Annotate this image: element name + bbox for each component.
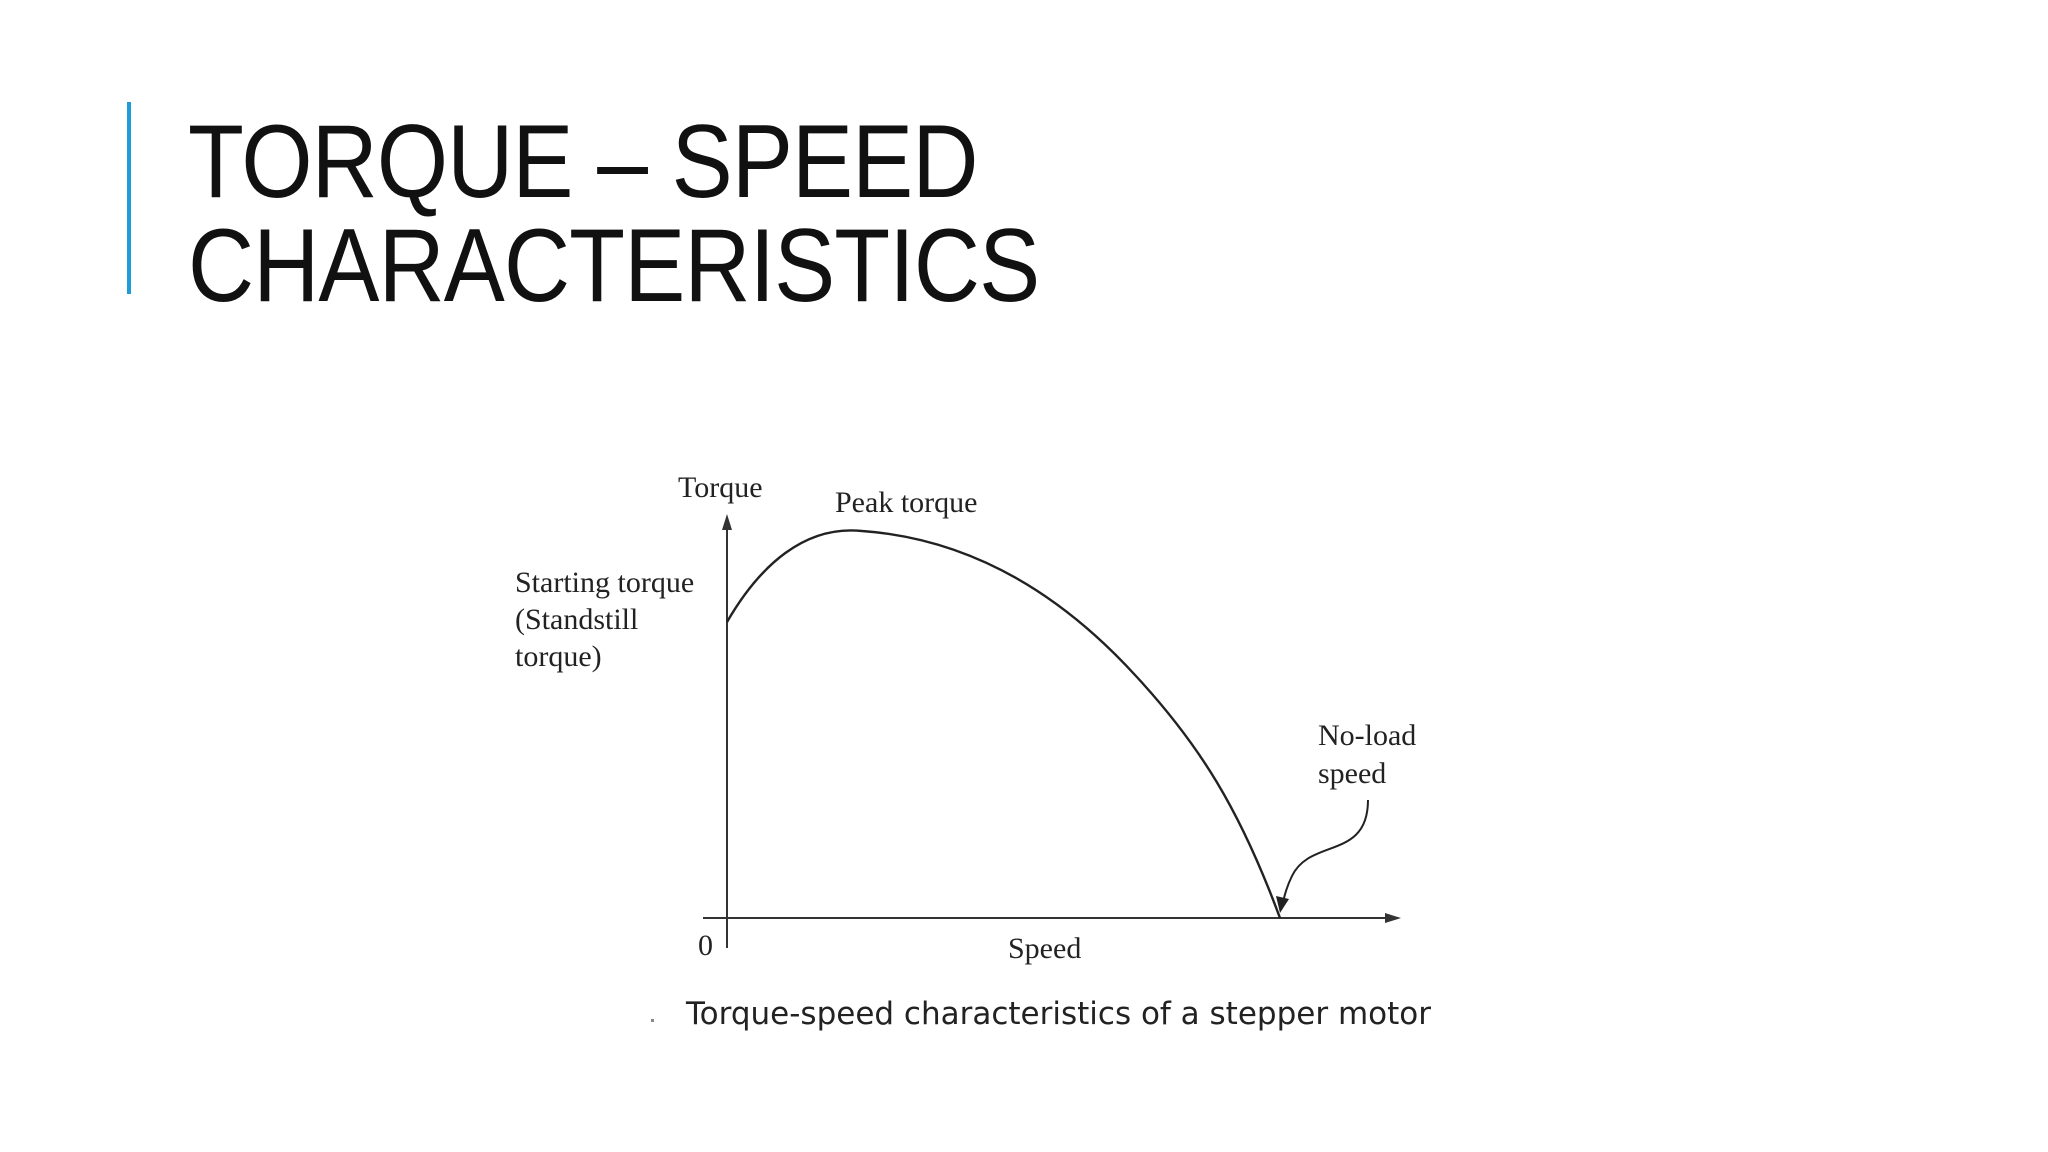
slide-title-line-1: TORQUE – SPEED bbox=[188, 104, 978, 220]
no-load-speed-label-line-2: speed bbox=[1318, 757, 1386, 790]
peak-torque-label: Peak torque bbox=[835, 486, 977, 519]
slide-title: TORQUE – SPEED CHARACTERISTICS bbox=[188, 104, 1040, 324]
starting-torque-label-line-2: (Standstill bbox=[515, 603, 638, 636]
y-axis-label: Torque bbox=[678, 471, 763, 504]
starting-torque-label-line-1: Starting torque bbox=[515, 566, 694, 599]
no-load-speed-label-line-1: No-load bbox=[1318, 719, 1416, 752]
x-axis-arrowhead bbox=[1385, 913, 1401, 923]
no-load-pointer-arrowhead bbox=[1276, 896, 1289, 913]
torque-speed-curve bbox=[725, 529, 1282, 919]
slide-title-line-2: CHARACTERISTICS bbox=[188, 208, 1040, 324]
no-load-pointer-arrow bbox=[1280, 799, 1369, 911]
origin-label: 0 bbox=[698, 929, 713, 962]
caption-bullet bbox=[651, 1019, 654, 1022]
figure-caption: Torque-speed characteristics of a steppe… bbox=[686, 996, 1431, 1032]
y-axis-arrowhead bbox=[722, 514, 732, 530]
x-axis-label: Speed bbox=[1008, 932, 1081, 965]
title-accent-bar bbox=[127, 102, 131, 294]
starting-torque-label-line-3: torque) bbox=[515, 640, 602, 673]
